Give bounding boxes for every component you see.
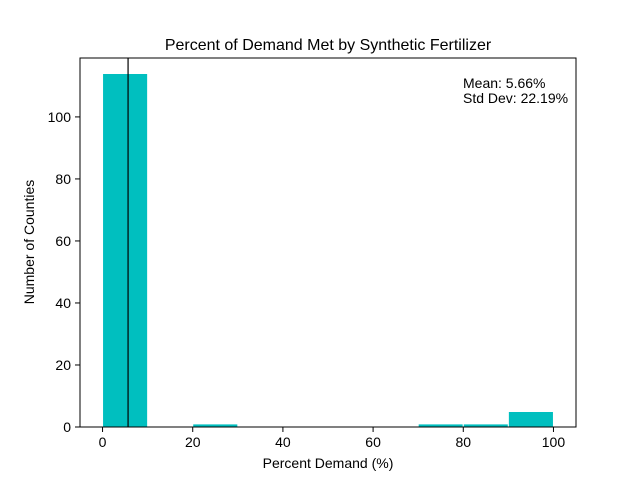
y-tick-label: 20 xyxy=(55,357,71,373)
y-axis-label: Number of Counties xyxy=(21,180,37,305)
y-tick-label: 100 xyxy=(48,109,72,125)
plot-frame xyxy=(79,57,577,428)
x-tick-label: 20 xyxy=(185,434,201,450)
histogram-bar xyxy=(507,410,554,428)
x-tick-label: 60 xyxy=(365,434,381,450)
x-tick-label: 40 xyxy=(275,434,291,450)
y-tick-label: 60 xyxy=(55,233,71,249)
mean-annotation: Mean: 5.66% xyxy=(463,75,546,91)
x-axis-ticks: 0 20 40 60 80 100 xyxy=(99,427,566,450)
x-tick-label: 100 xyxy=(542,434,566,450)
y-axis-ticks: 0 20 40 60 80 100 xyxy=(48,109,80,435)
y-tick-label: 80 xyxy=(55,171,71,187)
std-dev-annotation: Std Dev: 22.19% xyxy=(463,90,568,106)
y-tick-label: 40 xyxy=(55,295,71,311)
x-tick-label: 80 xyxy=(455,434,471,450)
x-tick-label: 0 xyxy=(99,434,107,450)
x-axis-label: Percent Demand (%) xyxy=(263,455,394,471)
histogram-bars xyxy=(102,73,554,428)
histogram-bar xyxy=(102,73,149,428)
chart-title: Percent of Demand Met by Synthetic Ferti… xyxy=(165,37,492,54)
y-tick-label: 0 xyxy=(63,419,71,435)
